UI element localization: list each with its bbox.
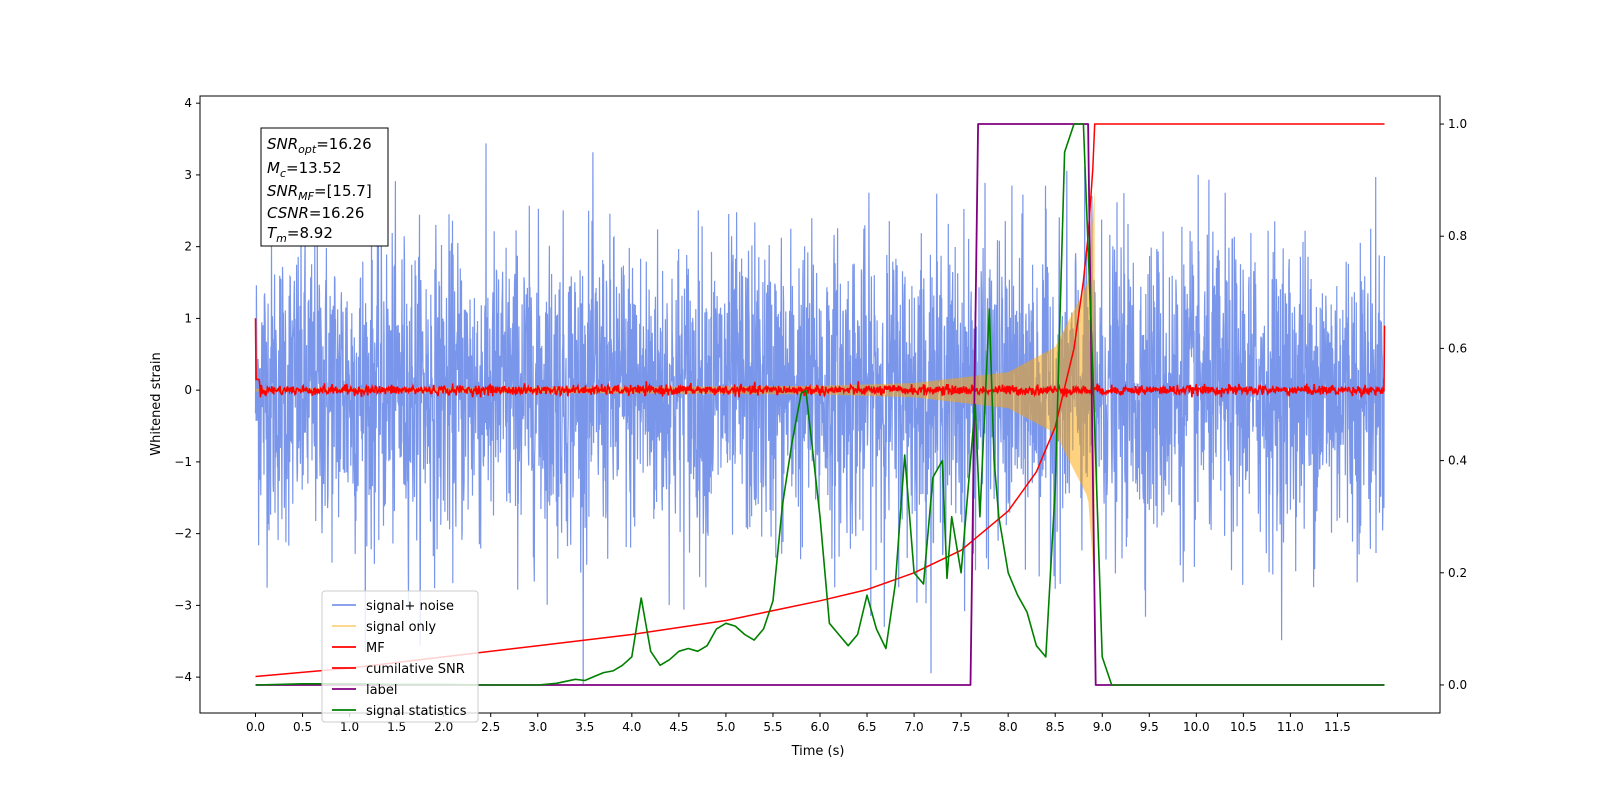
y2-axis-ticks: 1.0 0.8 0.6 0.4 0.2 0.0	[1440, 117, 1467, 692]
x-tick-label: 2.5	[481, 720, 500, 734]
x-tick-label: 3.5	[575, 720, 594, 734]
x-tick-label: 10.0	[1183, 720, 1210, 734]
y2-tick-label: 0.4	[1448, 454, 1467, 468]
legend-label: signal+ noise	[366, 599, 454, 614]
y2-tick-label: 0.6	[1448, 341, 1467, 355]
annotation-snr-mf: SNRMF=[15.7]	[267, 182, 372, 203]
legend-label: label	[366, 683, 397, 698]
y-axis-label: Whitened strain	[149, 352, 164, 455]
y-tick-label: −1	[174, 455, 192, 469]
x-tick-label: 4.0	[622, 720, 641, 734]
y-tick-label: 1	[184, 311, 192, 325]
x-tick-label: 11.0	[1277, 720, 1304, 734]
legend-label: signal only	[366, 620, 436, 635]
legend: signal+ noise signal only MF cumilative SNR…	[321, 590, 479, 723]
y-tick-label: 0	[184, 383, 192, 397]
x-axis-ticks: 0.0 0.5 1.0 1.5 2.0 2.5 3.0 3.5 4.0 4.5 5.0 5.5 6.0 6…	[246, 713, 1351, 734]
legend-label: cumilative SNR	[366, 662, 465, 677]
y2-tick-label: 0.8	[1448, 229, 1467, 243]
x-axis-label: Time (s)	[791, 744, 845, 759]
y-tick-label: 2	[184, 240, 192, 254]
annotation-tm: Tm=8.92	[267, 224, 333, 245]
x-tick-label: 1.5	[387, 720, 406, 734]
y-tick-label: −3	[174, 598, 192, 612]
legend-label: signal statistics	[366, 704, 467, 719]
annotation-mc: Mc=13.52	[267, 159, 342, 180]
y-tick-label: −4	[174, 670, 192, 684]
x-tick-label: 7.0	[905, 720, 924, 734]
x-tick-label: 0.0	[246, 720, 265, 734]
y2-tick-label: 0.0	[1448, 678, 1467, 692]
y-tick-label: −2	[174, 527, 192, 541]
x-tick-label: 0.5	[293, 720, 312, 734]
x-tick-label: 8.0	[999, 720, 1018, 734]
x-tick-label: 9.0	[1093, 720, 1112, 734]
annotation-csnr: CSNR=16.26	[267, 204, 364, 222]
x-tick-label: 6.0	[810, 720, 829, 734]
x-tick-label: 2.0	[434, 720, 453, 734]
series-layer	[254, 123, 1386, 686]
x-tick-label: 10.5	[1230, 720, 1257, 734]
x-tick-label: 5.5	[763, 720, 782, 734]
annotation-box: SNRopt=16.26 Mc=13.52 SNRMF=[15.7] CSNR=…	[260, 127, 389, 247]
y2-tick-label: 0.2	[1448, 566, 1467, 580]
y-tick-label: 3	[184, 168, 192, 182]
x-tick-label: 11.5	[1324, 720, 1351, 734]
series-cumulative-snr	[255, 123, 1385, 678]
x-tick-label: 4.5	[669, 720, 688, 734]
x-tick-label: 7.5	[952, 720, 971, 734]
annotation-snr-opt: SNRopt=16.26	[267, 135, 372, 156]
series-mf	[254, 318, 1386, 398]
y-tick-label: 4	[184, 96, 192, 110]
x-tick-label: 6.5	[857, 720, 876, 734]
x-tick-label: 5.0	[716, 720, 735, 734]
y-axis-ticks: 4 3 2 1 0 −1 −2 −3 −4	[174, 96, 200, 684]
legend-label: MF	[366, 641, 385, 656]
x-tick-label: 1.0	[340, 720, 359, 734]
series-signal-statistics	[255, 123, 1385, 686]
series-signal-noise	[254, 143, 1386, 685]
x-tick-label: 3.0	[528, 720, 547, 734]
x-tick-label: 9.5	[1140, 720, 1159, 734]
y2-tick-label: 1.0	[1448, 117, 1467, 131]
x-tick-label: 8.5	[1046, 720, 1065, 734]
